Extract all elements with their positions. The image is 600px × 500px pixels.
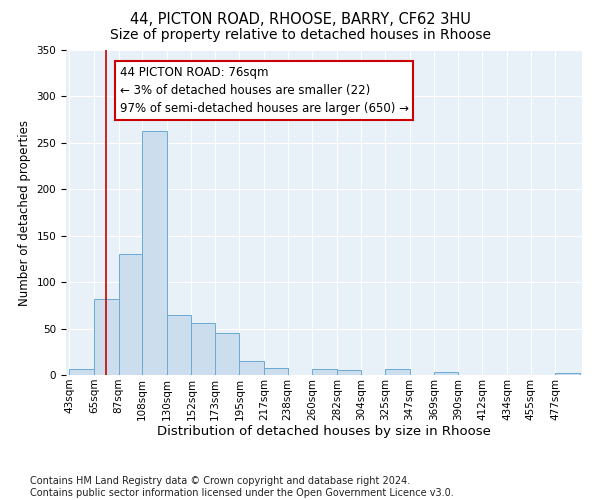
Bar <box>434 372 458 375</box>
X-axis label: Distribution of detached houses by size in Rhoose: Distribution of detached houses by size … <box>157 426 491 438</box>
Bar <box>142 131 167 375</box>
Bar <box>215 333 239 375</box>
Text: 44, PICTON ROAD, RHOOSE, BARRY, CF62 3HU: 44, PICTON ROAD, RHOOSE, BARRY, CF62 3HU <box>130 12 470 28</box>
Bar <box>239 361 264 375</box>
Text: 44 PICTON ROAD: 76sqm
← 3% of detached houses are smaller (22)
97% of semi-detac: 44 PICTON ROAD: 76sqm ← 3% of detached h… <box>120 66 409 115</box>
Bar <box>312 368 337 375</box>
Bar <box>119 254 142 375</box>
Text: Contains HM Land Registry data © Crown copyright and database right 2024.
Contai: Contains HM Land Registry data © Crown c… <box>30 476 454 498</box>
Bar <box>70 368 94 375</box>
Text: Size of property relative to detached houses in Rhoose: Size of property relative to detached ho… <box>110 28 491 42</box>
Bar <box>555 373 580 375</box>
Y-axis label: Number of detached properties: Number of detached properties <box>18 120 31 306</box>
Bar <box>94 299 119 375</box>
Bar <box>337 370 361 375</box>
Bar <box>385 370 410 375</box>
Bar <box>264 368 287 375</box>
Bar <box>191 323 215 375</box>
Bar <box>167 314 191 375</box>
